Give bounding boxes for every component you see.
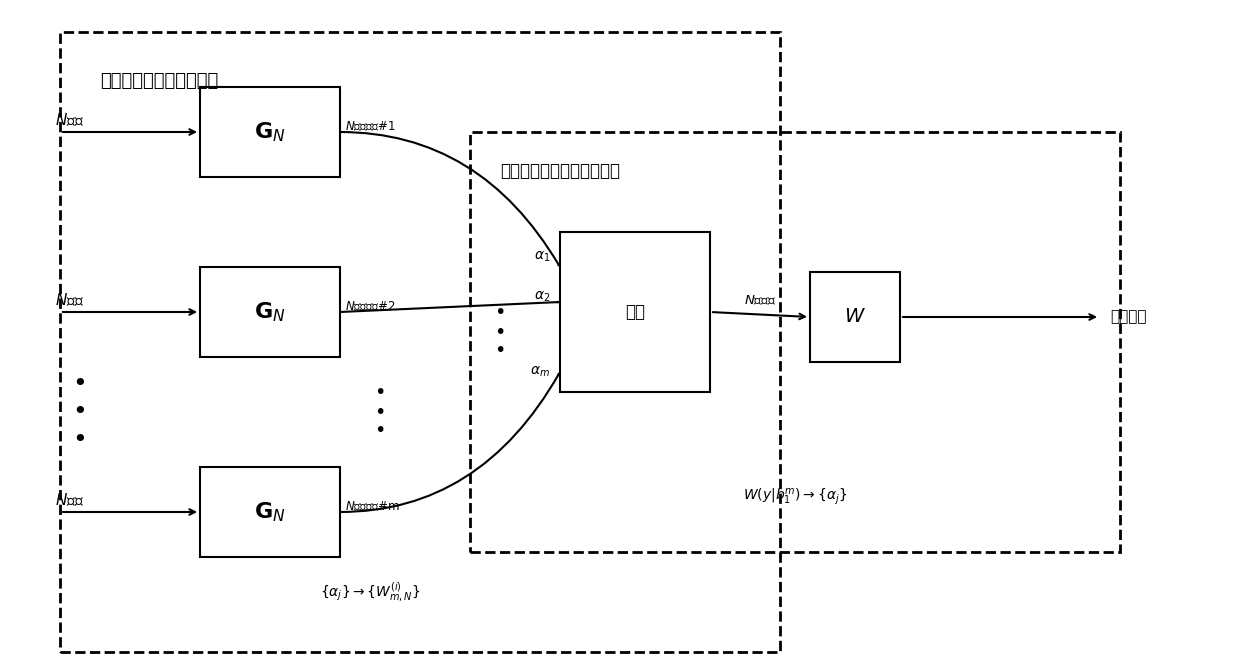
Bar (200, 267, 340, 357)
Text: $\alpha_1$: $\alpha_1$ (533, 250, 551, 264)
FancyArrowPatch shape (340, 302, 558, 312)
Text: $W$: $W$ (844, 308, 866, 327)
Text: •
•
•: • • • (73, 372, 87, 452)
FancyArrowPatch shape (340, 132, 559, 265)
Text: $\alpha_m$: $\alpha_m$ (529, 365, 551, 379)
Text: $N$长比特流#1: $N$长比特流#1 (345, 120, 396, 134)
Bar (810, 272, 900, 362)
Text: $N$比特: $N$比特 (55, 491, 84, 508)
FancyArrowPatch shape (340, 374, 559, 512)
Text: $N$个符号: $N$个符号 (744, 294, 776, 307)
Text: 接收信号: 接收信号 (1110, 310, 1147, 325)
Text: $W(y|b_1^m)\rightarrow\{\alpha_j\}$: $W(y|b_1^m)\rightarrow\{\alpha_j\}$ (743, 487, 847, 507)
Text: •
•
•: • • • (495, 304, 506, 360)
Bar (60, 32, 780, 652)
Text: $\mathbf{G}_{N}$: $\mathbf{G}_{N}$ (254, 300, 286, 324)
Text: 第二阶段：信道极化变换: 第二阶段：信道极化变换 (100, 72, 218, 90)
Bar (200, 467, 340, 557)
Text: $N$比特: $N$比特 (55, 112, 84, 128)
Text: 第一阶段：二进制信道拆分: 第一阶段：二进制信道拆分 (500, 162, 620, 180)
Text: $\{\alpha_j\}\rightarrow\{W_{m,N}^{(i)}\}$: $\{\alpha_j\}\rightarrow\{W_{m,N}^{(i)}\… (320, 581, 420, 603)
Text: $N$比特: $N$比特 (55, 291, 84, 308)
Text: $N$长比特流#2: $N$长比特流#2 (345, 300, 396, 314)
Text: $\alpha_2$: $\alpha_2$ (533, 290, 551, 304)
Text: $\mathbf{G}_{N}$: $\mathbf{G}_{N}$ (254, 120, 286, 144)
Text: $N$长比特流#m: $N$长比特流#m (345, 501, 399, 513)
Bar (200, 87, 340, 177)
Bar (560, 232, 711, 392)
Text: •
•
•: • • • (374, 384, 386, 441)
Text: $\mathbf{G}_{N}$: $\mathbf{G}_{N}$ (254, 500, 286, 523)
Bar (470, 132, 1120, 552)
Text: 调制: 调制 (625, 303, 645, 321)
